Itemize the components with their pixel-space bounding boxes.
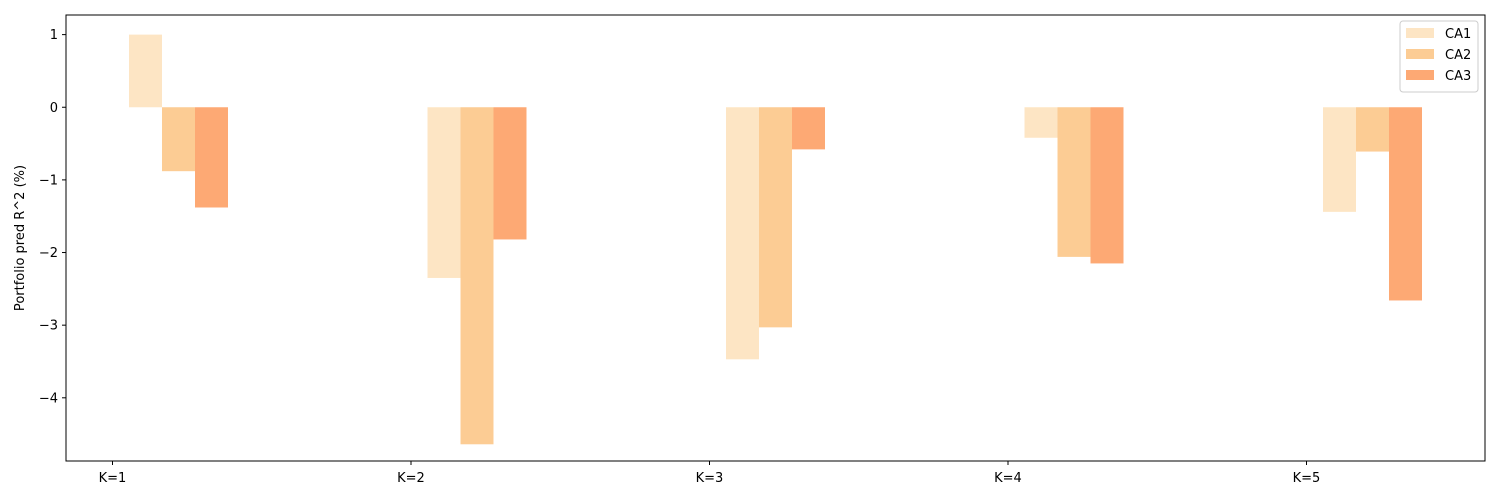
bar-ca2-k3 [759,107,792,328]
plot-frame [65,14,1486,462]
x-tick-label: K=4 [994,471,1022,486]
bar-ca2-k2 [460,107,494,445]
legend-swatch [1406,28,1434,38]
y-axis-ticks: 1 0 −1 −2 −3 −4 [39,28,66,406]
bar-ca3-k1 [195,107,228,208]
bar-ca2-k1 [162,107,195,172]
bar-ca1-k4 [1024,107,1058,138]
y-axis-label: Portfolio pred R^2 (%) [13,165,28,311]
x-tick-label: K=5 [1293,471,1321,486]
legend-label: CA2 [1445,48,1471,63]
bar-ca2-k4 [1057,107,1091,257]
bar-ca1-k1 [129,34,162,108]
legend: CA1 CA2 CA3 [1399,20,1479,93]
bars-layer [129,34,1422,445]
y-tick-label: 0 [50,101,58,116]
bar-ca3-k3 [792,107,825,150]
legend-swatch [1406,70,1434,80]
legend-label: CA1 [1445,27,1471,42]
y-tick-label: −3 [39,319,58,334]
legend-label: CA3 [1445,69,1471,84]
legend-swatch [1406,49,1434,59]
y-tick-label: 1 [50,28,58,43]
bar-ca1-k3 [726,107,759,360]
bar-ca3-k5 [1389,107,1422,301]
bar-ca1-k5 [1323,107,1356,212]
bar-ca3-k2 [493,107,527,240]
y-tick-label: −2 [39,246,58,261]
y-tick-label: −4 [39,391,58,406]
y-tick-label: −1 [39,173,58,188]
x-axis-ticks: K=1 K=2 K=3 K=4 K=5 [99,461,1321,486]
x-tick-label: K=1 [99,471,127,486]
bar-ca1-k2 [427,107,461,278]
x-tick-label: K=3 [696,471,724,486]
bar-ca2-k5 [1356,107,1389,152]
bar-ca3-k4 [1090,107,1124,264]
x-tick-label: K=2 [397,471,425,486]
